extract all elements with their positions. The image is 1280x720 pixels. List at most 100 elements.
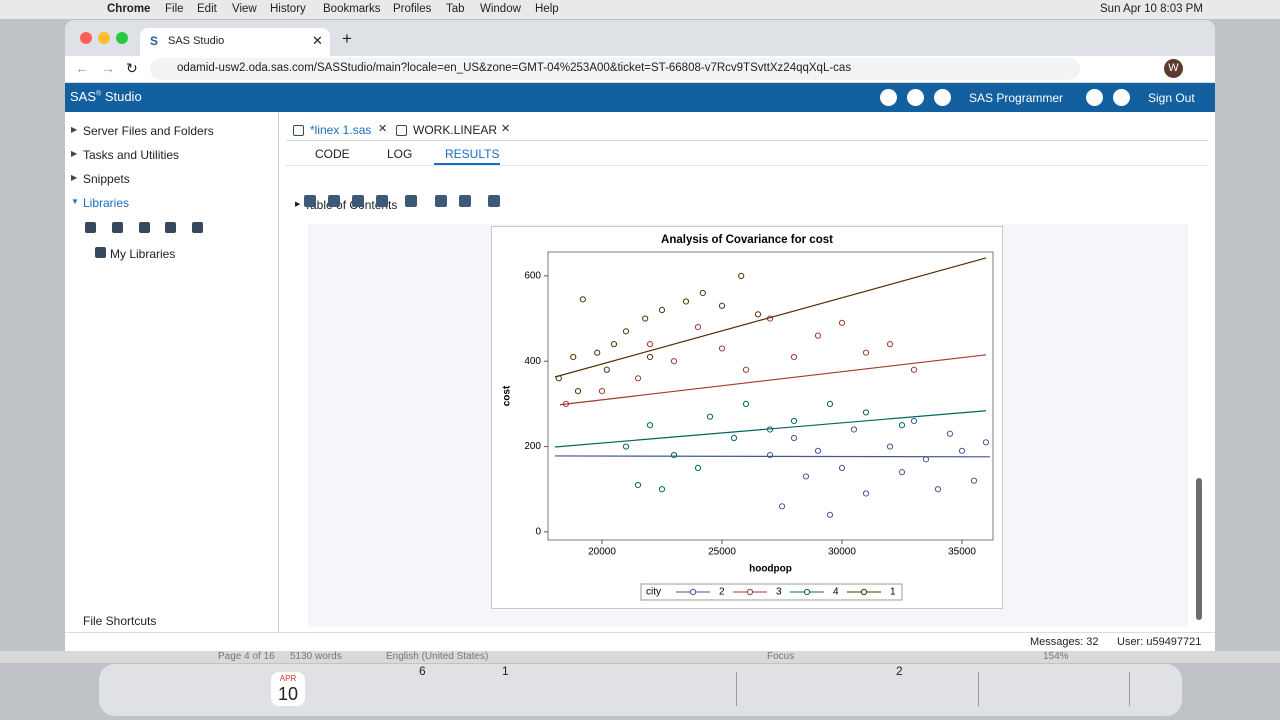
menu-item[interactable]: View <box>232 3 257 15</box>
point <box>826 400 834 407</box>
point <box>670 451 678 459</box>
reload[interactable]: ↻ <box>126 60 138 76</box>
point <box>730 434 738 442</box>
zoom-button[interactable] <box>116 32 128 44</box>
library-tool[interactable] <box>139 222 150 233</box>
point <box>646 353 654 361</box>
result-tool[interactable] <box>459 195 471 207</box>
point <box>766 451 774 459</box>
chart: Analysis of Covariance for cost 0 200 400 60… <box>502 234 994 601</box>
tree-toggle[interactable]: ▶ <box>71 173 78 182</box>
tree-toggle[interactable]: ▼ <box>71 197 79 206</box>
sidebar-footer[interactable]: File Shortcuts <box>83 614 157 628</box>
brand-reg: ® <box>96 90 102 98</box>
point <box>603 366 610 373</box>
scrollbar[interactable] <box>1196 478 1202 620</box>
legend-marker <box>803 588 811 596</box>
dock-divider <box>736 672 737 706</box>
sidebar-section[interactable]: Tasks and Utilities <box>83 148 180 162</box>
sidebar-section[interactable]: Snippets <box>83 172 130 186</box>
menu-item[interactable]: Tab <box>446 3 465 15</box>
library-tool[interactable] <box>192 222 203 233</box>
sign-out[interactable]: Sign Out <box>1148 91 1195 105</box>
subtab-underline <box>434 163 500 165</box>
menu-item[interactable]: Bookmarks <box>323 3 381 15</box>
forward[interactable]: → <box>101 60 115 76</box>
point <box>790 417 798 425</box>
point <box>862 490 870 497</box>
legend-label: 2 <box>719 587 725 598</box>
library-tool[interactable] <box>112 222 123 233</box>
menu-item[interactable]: History <box>270 3 306 15</box>
toc-toggle[interactable]: ▶ <box>295 201 301 208</box>
result-tool[interactable] <box>352 195 364 207</box>
browser-tab[interactable]: S SAS Studio ✕ <box>140 28 330 56</box>
result-tool[interactable] <box>376 195 388 207</box>
menu-item[interactable]: Profiles <box>393 3 432 15</box>
menu-item[interactable]: Window <box>480 3 521 15</box>
tab-close[interactable]: ✕ <box>378 123 388 135</box>
header-icon[interactable] <box>880 89 897 106</box>
tab-icon <box>293 125 304 136</box>
role-menu[interactable]: SAS Programmer <box>969 91 1064 105</box>
sidebar-section[interactable]: Server Files and Folders <box>83 124 214 138</box>
result-tool[interactable] <box>488 195 500 207</box>
close-button[interactable] <box>80 32 92 44</box>
point <box>670 358 678 365</box>
tab-title: SAS Studio <box>168 35 225 47</box>
menu-item[interactable]: Edit <box>197 3 217 15</box>
subtab[interactable]: LOG <box>387 147 413 161</box>
minimize-button[interactable] <box>98 32 110 44</box>
profile[interactable]: W <box>1164 59 1183 78</box>
result-tool[interactable] <box>328 195 340 207</box>
legend-marker <box>689 588 697 596</box>
library-tool[interactable] <box>165 222 176 233</box>
result-tool[interactable] <box>405 195 417 207</box>
tab-bar-line <box>286 140 1208 141</box>
point <box>826 511 834 518</box>
library-tool[interactable] <box>85 222 96 233</box>
new-tab[interactable]: + <box>342 29 352 48</box>
header-icon[interactable] <box>1113 89 1130 106</box>
subtab[interactable]: CODE <box>315 147 350 161</box>
menu-item[interactable]: File <box>165 3 184 15</box>
point <box>850 426 858 433</box>
messages[interactable]: Messages: 32 <box>1030 636 1099 648</box>
point <box>862 409 870 416</box>
result-tool[interactable] <box>435 195 447 207</box>
point <box>814 332 822 339</box>
point <box>958 447 966 454</box>
header-icon[interactable] <box>1086 89 1103 106</box>
point <box>970 477 978 484</box>
calendar-icon[interactable]: APR 10 <box>271 672 305 706</box>
tree-toggle[interactable]: ▶ <box>71 149 78 158</box>
back[interactable]: ← <box>75 60 89 76</box>
browser-toolbar: ← → ↻ odamid-usw2.oda.sas.com/SASStudio/… <box>65 56 1215 83</box>
menu-item[interactable]: Help <box>535 3 559 15</box>
point <box>754 311 762 318</box>
address-bar[interactable]: odamid-usw2.oda.sas.com/SASStudio/main?l… <box>150 58 1080 80</box>
status-bar: Messages: 32 User: u59497721 <box>65 632 1215 651</box>
favicon: S <box>150 34 159 48</box>
point <box>598 387 606 395</box>
point <box>814 447 822 454</box>
tab-close[interactable]: ✕ <box>501 123 511 135</box>
background-text: 5130 words <box>290 651 342 662</box>
library-item[interactable]: My Libraries <box>110 247 176 261</box>
point <box>706 413 714 420</box>
tree-toggle[interactable]: ▶ <box>71 125 78 134</box>
editor-tab[interactable]: *linex 1.sas <box>310 123 372 137</box>
app-name[interactable]: Chrome <box>107 3 151 15</box>
tab-close[interactable]: ✕ <box>312 33 323 48</box>
point <box>610 341 618 348</box>
toc[interactable]: Table of Contents <box>304 198 398 212</box>
header-icon[interactable] <box>907 89 924 106</box>
header-icon[interactable] <box>934 89 951 106</box>
point <box>790 434 798 442</box>
sidebar-section[interactable]: Libraries <box>83 196 130 210</box>
subtab[interactable]: RESULTS <box>445 147 500 161</box>
fit-line <box>554 455 991 458</box>
point <box>898 422 906 429</box>
result-tool[interactable] <box>304 195 316 207</box>
editor-tab[interactable]: WORK.LINEAR <box>413 123 498 137</box>
